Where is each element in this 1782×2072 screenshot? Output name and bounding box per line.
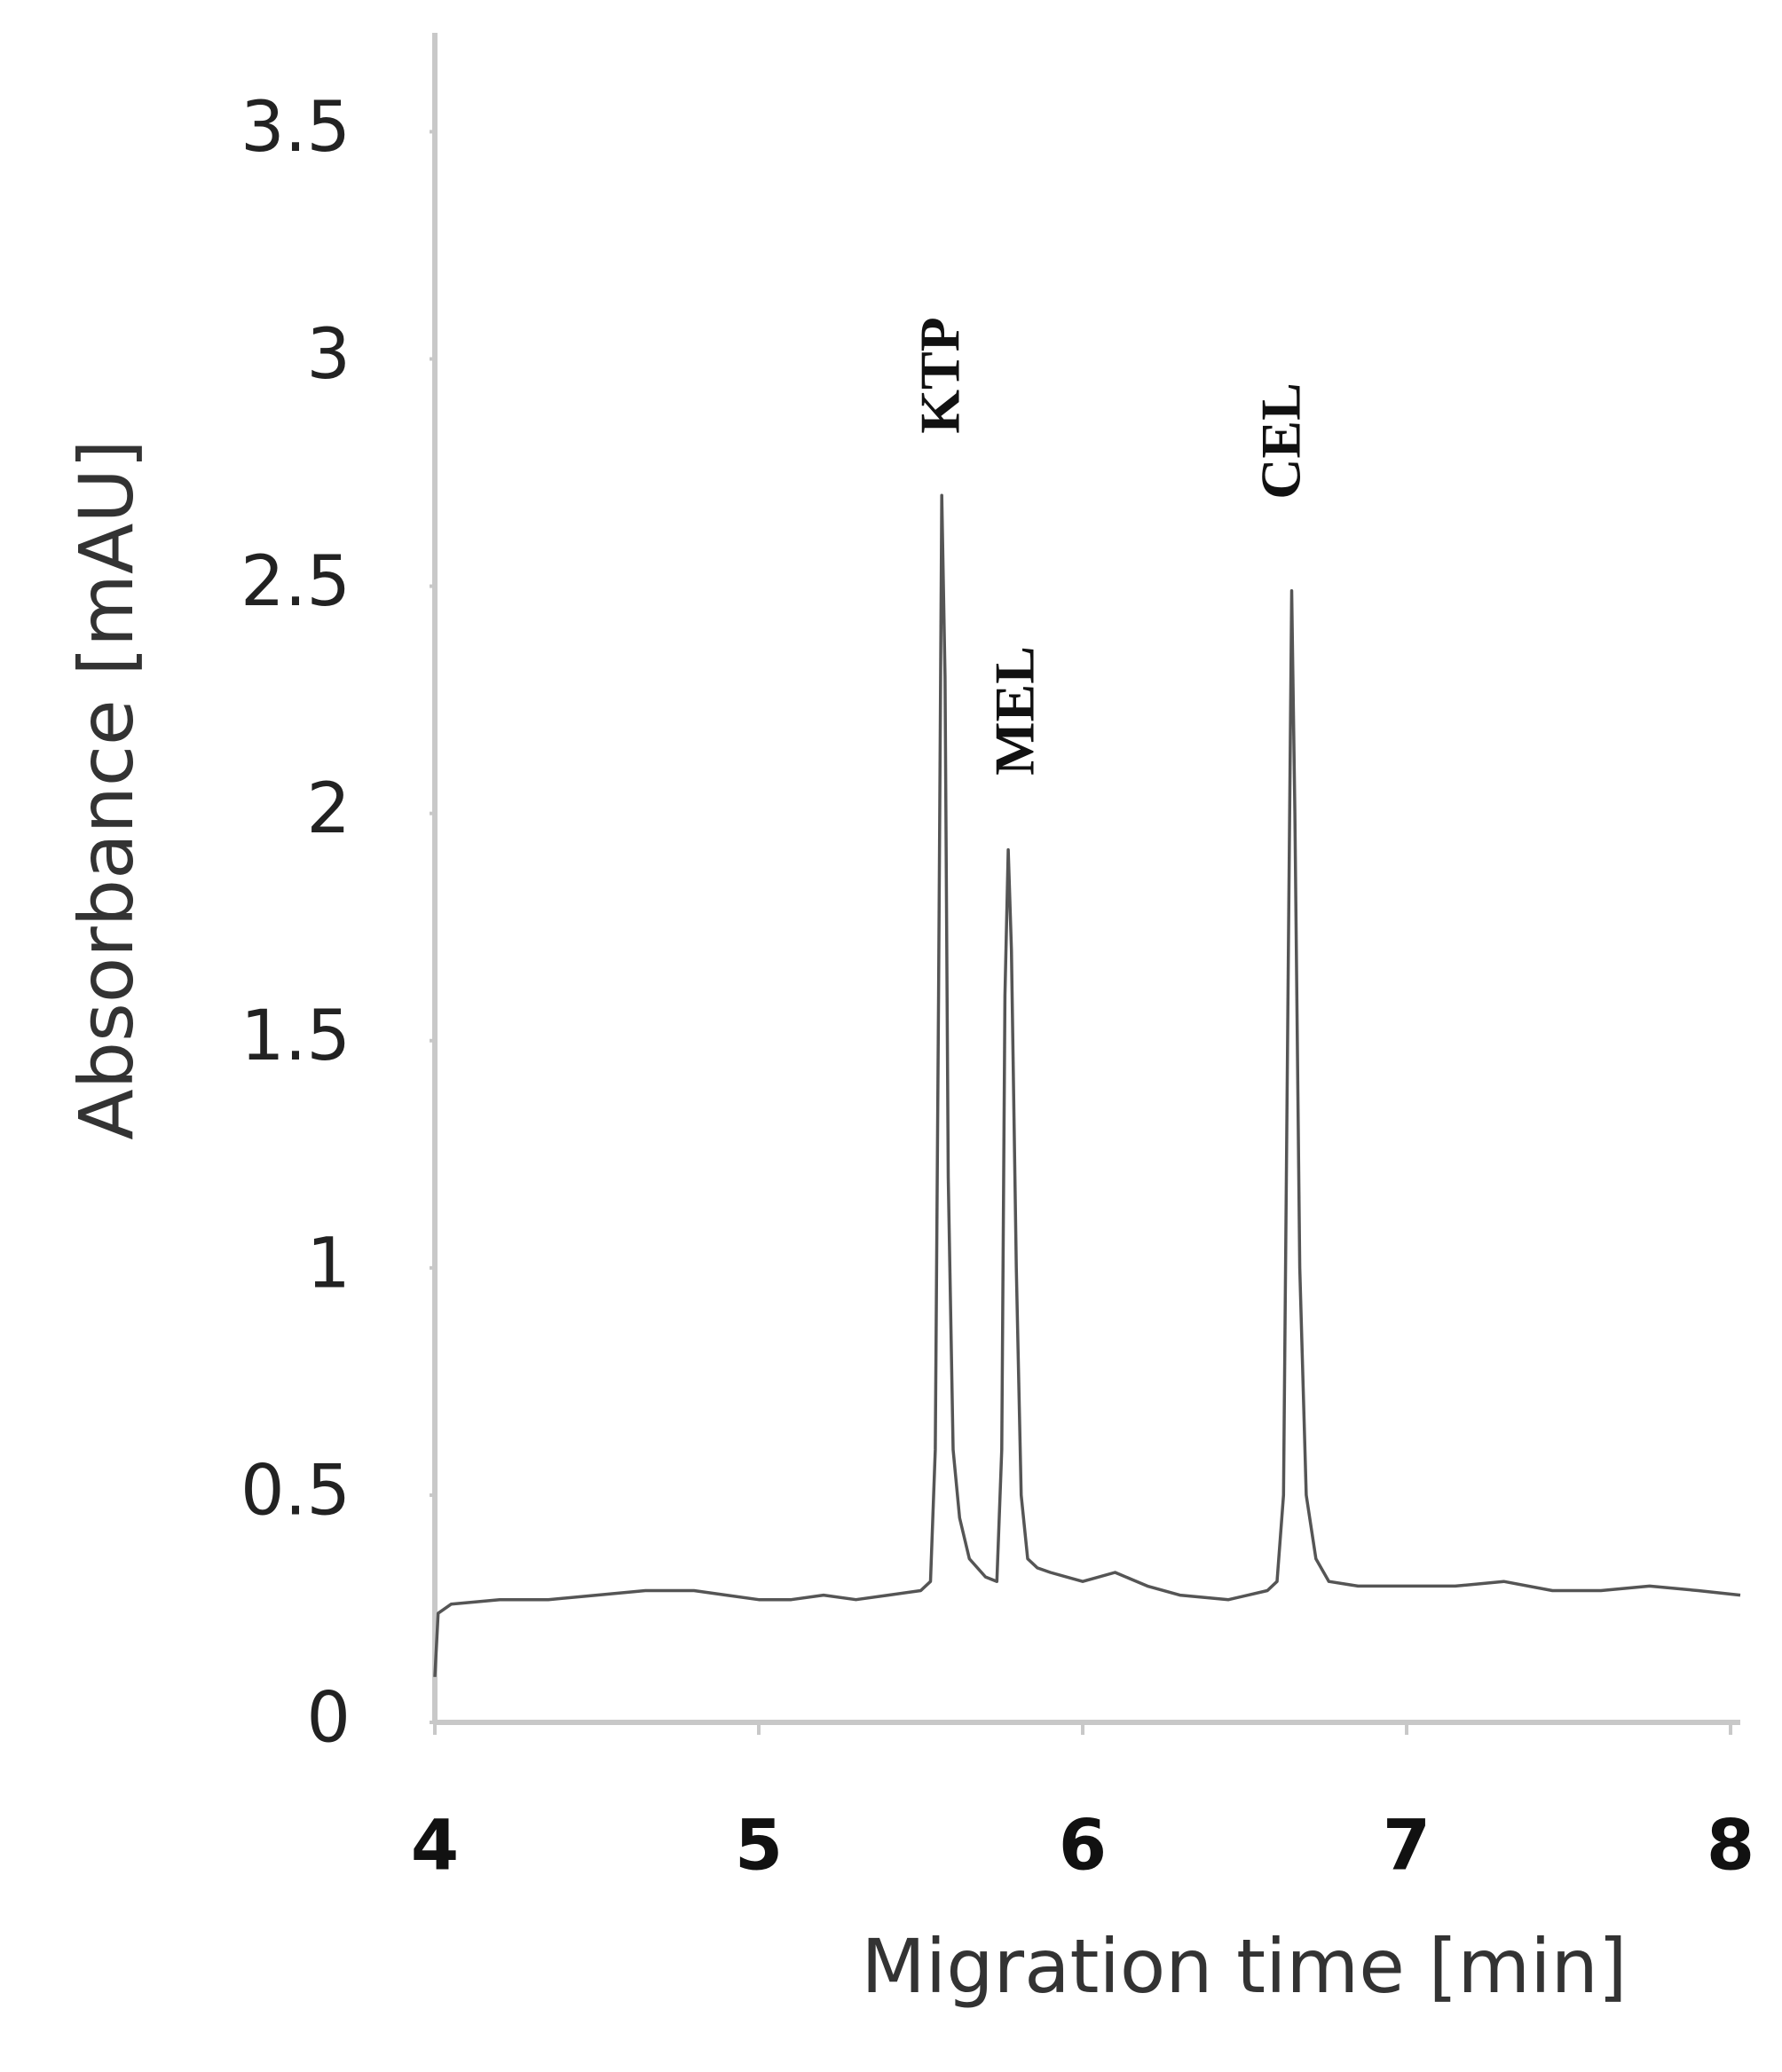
x-axis-label: Migration time [min] — [861, 1923, 1627, 2010]
y-tick-label: 3.5 — [240, 88, 351, 168]
x-tick-label: 4 — [411, 1806, 459, 1886]
y-tick-label: 2.5 — [240, 542, 351, 622]
x-tick-label: 5 — [735, 1806, 783, 1886]
x-tick-label: 7 — [1383, 1806, 1431, 1886]
y-tick-label: 2 — [306, 769, 351, 849]
y-tick-label: 0 — [306, 1678, 351, 1758]
y-axis-label: Absorbance [mAU] — [63, 439, 150, 1139]
y-tick-label: 1.5 — [240, 997, 351, 1076]
y-tick-label: 0.5 — [240, 1451, 351, 1531]
peak-label: MEL — [983, 646, 1046, 776]
y-tick-label: 3 — [306, 315, 351, 395]
peak-label: KTP — [909, 317, 972, 434]
data-line — [433, 493, 1741, 1677]
x-tick-label: 8 — [1707, 1806, 1754, 1886]
peak-label: CEL — [1250, 382, 1313, 500]
y-tick-label: 1 — [306, 1224, 351, 1304]
x-tick-label: 6 — [1059, 1806, 1107, 1886]
